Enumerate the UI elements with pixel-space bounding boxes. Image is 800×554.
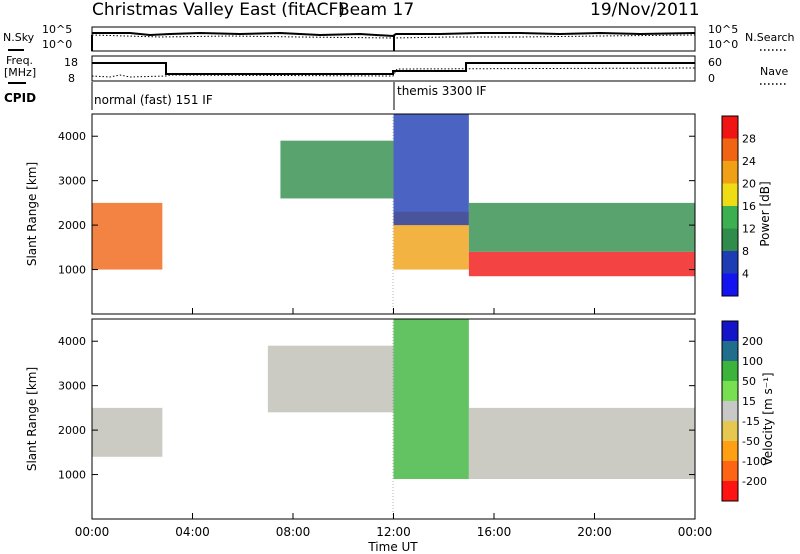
colorbar-tick-4: 12 <box>742 223 756 236</box>
frequency-panel: Freq. [MHz] 18 8 60 0 Nave <box>4 54 788 85</box>
x-tick-label-6: 00:00 <box>678 525 713 539</box>
colorbar-segment-6 <box>722 251 738 274</box>
scatter-region-0 <box>92 407 163 457</box>
power-panel: 4000 3000 2000 1000 Slant Range [km] 28 24 20… <box>25 113 772 315</box>
colorbar-segment-4 <box>722 401 738 422</box>
power-colorbar-label: Power [dB] <box>758 181 772 246</box>
freq-label-2: [MHz] <box>4 66 36 79</box>
scatter-region-2 <box>393 319 469 479</box>
colorbar-tick-1: 100 <box>742 355 763 368</box>
freq-tick-bottom: 8 <box>68 72 75 85</box>
cpid-mode-1: normal (fast) 151 IF <box>94 93 213 107</box>
colorbar-segment-0 <box>722 321 738 342</box>
noise-tick-left-bottom: 10^0 <box>42 38 72 51</box>
colorbar-tick-6: 4 <box>742 268 749 281</box>
noise-panel: N.Sky 10^5 10^0 10^5 10^0 N.Search <box>3 23 795 52</box>
scatter-region-1 <box>280 140 394 199</box>
cpid-panel: CPID normal (fast) 151 IF themis 3300 IF <box>4 82 487 110</box>
colorbar-segment-7 <box>722 273 738 297</box>
n-search-label: N.Search <box>745 31 795 44</box>
station-title: Christmas Valley East (fitACF) <box>92 0 345 20</box>
colorbar-tick-3: 15 <box>742 395 756 408</box>
colorbar-segment-4 <box>722 206 738 229</box>
colorbar-tick-2: 20 <box>742 178 756 191</box>
y-tick-label-2: 2000 <box>58 219 86 232</box>
scatter-region-5 <box>468 202 695 252</box>
colorbar-tick-6: -100 <box>742 455 767 468</box>
colorbar-tick-2: 50 <box>742 375 756 388</box>
colorbar-tick-0: 200 <box>742 335 763 348</box>
y-tick-label-3: 1000 <box>58 264 86 277</box>
cpid-mode-2: themis 3300 IF <box>397 84 487 98</box>
colorbar-segment-7 <box>722 461 738 482</box>
date-label: 19/Nov/2011 <box>590 0 700 20</box>
power-data-layer <box>92 114 695 277</box>
x-tick-label-2: 08:00 <box>276 525 311 539</box>
frequency-trace <box>92 62 695 75</box>
colorbar-tick-7: -200 <box>742 475 767 488</box>
velocity-y-label: Slant Range [km] <box>25 367 39 471</box>
colorbar-tick-1: 24 <box>742 155 756 168</box>
y-tick-label-1: 3000 <box>58 380 86 393</box>
nave-label: Nave <box>760 65 788 78</box>
beam-label: Beam 17 <box>338 0 414 20</box>
colorbar-segment-1 <box>722 138 738 162</box>
x-tick-label-3: 12:00 <box>376 525 411 539</box>
colorbar-segment-3 <box>722 183 738 207</box>
colorbar-segment-5 <box>722 421 738 442</box>
y-tick-label-1: 3000 <box>58 175 86 188</box>
n-sky-label: N.Sky <box>3 31 35 44</box>
time-x-axis: 00:00 04:00 08:00 12:00 16:00 20:00 00:00 <box>75 308 713 539</box>
scatter-region-0 <box>92 202 163 270</box>
n-sky-trace <box>92 31 696 38</box>
noise-tick-left-top: 10^5 <box>42 23 72 36</box>
colorbar-frame <box>721 320 739 502</box>
velocity-y-axis: 4000 3000 2000 1000 <box>58 335 695 482</box>
colorbar-tick-5: 8 <box>742 245 749 258</box>
y-tick-label-3: 1000 <box>58 469 86 482</box>
y-tick-label-2: 2000 <box>58 424 86 437</box>
colorbar-segment-1 <box>722 341 738 362</box>
time-x-label: Time UT <box>367 540 418 554</box>
power-y-axis: 4000 3000 2000 1000 <box>58 130 695 277</box>
scatter-region-1 <box>267 345 394 413</box>
cpid-label: CPID <box>4 91 36 105</box>
velocity-panel: 4000 3000 2000 1000 Slant Range [km] 200 100… <box>25 308 775 554</box>
colorbar-segment-2 <box>722 161 738 184</box>
nave-tick-top: 60 <box>708 56 722 69</box>
frequency-panel-frame <box>91 55 696 82</box>
x-tick-label-0: 00:00 <box>75 525 110 539</box>
colorbar-tick-4: -15 <box>742 415 760 428</box>
colorbar-tick-5: -50 <box>742 435 760 448</box>
x-tick-label-5: 20:00 <box>577 525 612 539</box>
scatter-region-4 <box>468 251 695 277</box>
colorbar-segment-5 <box>722 228 738 252</box>
noise-tick-right-bottom: 10^0 <box>708 38 738 51</box>
x-tick-label-4: 16:00 <box>477 525 512 539</box>
velocity-colorbar: 200 100 50 15 -15 -50 -100 -200 <box>721 320 767 502</box>
colorbar-segment-6 <box>722 441 738 462</box>
colorbar-segment-3 <box>722 381 738 402</box>
colorbar-tick-3: 16 <box>742 200 756 213</box>
colorbar-tick-0: 28 <box>742 133 756 146</box>
x-tick-label-1: 04:00 <box>175 525 210 539</box>
nave-tick-bottom: 0 <box>708 72 715 85</box>
freq-tick-top: 18 <box>64 56 78 69</box>
power-y-label: Slant Range [km] <box>25 162 39 266</box>
colorbar-segment-8 <box>722 481 738 502</box>
velocity-colorbar-label: Velocity [m s⁻¹] <box>761 372 775 465</box>
scatter-region-3 <box>468 407 695 479</box>
nave-trace <box>91 67 696 78</box>
colorbar-segment-2 <box>722 361 738 382</box>
colorbar-segment-0 <box>722 116 738 139</box>
scatter-region-3 <box>393 114 469 226</box>
freq-label-1: Freq. <box>6 54 33 67</box>
noise-tick-right-top: 10^5 <box>708 23 738 36</box>
y-tick-label-0: 4000 <box>58 130 86 143</box>
power-colorbar: 28 24 20 16 12 8 4 <box>721 115 756 297</box>
colorbar-frame <box>721 115 739 297</box>
velocity-data-layer <box>92 319 695 479</box>
y-tick-label-0: 4000 <box>58 335 86 348</box>
